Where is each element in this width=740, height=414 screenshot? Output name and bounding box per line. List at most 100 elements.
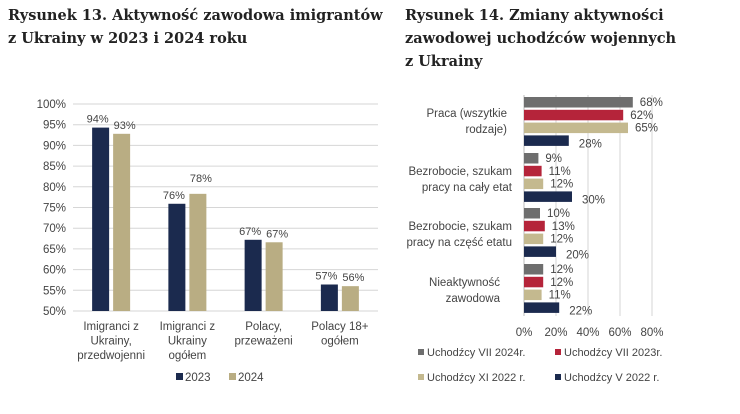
bar-2023	[244, 239, 262, 311]
data-label: 67%	[239, 226, 261, 238]
y-tick-label: rodzaje)	[465, 124, 507, 136]
bar-Uchodźcy XI 2022 r.	[524, 233, 544, 245]
data-label: 20%	[566, 249, 589, 261]
title-line: z Ukrainy w 2023 i 2024 roku	[8, 30, 248, 47]
data-label: 9%	[545, 153, 562, 165]
data-label: 67%	[266, 228, 288, 240]
data-label: 30%	[582, 194, 605, 206]
bar-Uchodźcy XI 2022 r.	[524, 178, 544, 190]
legend-swatch	[555, 349, 561, 355]
y-tick-label: Bezrobocie, szukam	[408, 166, 512, 178]
legend-swatch	[418, 374, 424, 380]
legend-label: 2023	[185, 372, 211, 384]
y-tick-label: 65%	[43, 244, 66, 256]
data-label: 22%	[569, 305, 592, 317]
legend-label: Uchodźcy XI 2022 r.	[427, 372, 525, 384]
bar-Uchodźcy VII 2024r.	[524, 97, 633, 108]
y-tick-label: 60%	[43, 265, 66, 277]
legend-swatch	[229, 373, 236, 380]
data-label: 11%	[549, 290, 571, 302]
data-label: 11%	[549, 166, 571, 178]
legend-label: Uchodźcy VII 2024r.	[427, 347, 525, 359]
data-label: 56%	[342, 272, 364, 284]
bar-2024	[113, 133, 131, 311]
bar-Uchodźcy VII 2024r.	[524, 153, 539, 164]
data-label: 94%	[87, 114, 109, 126]
bar-2024	[189, 193, 207, 311]
y-tick-label: pracy na część etatu	[407, 237, 512, 249]
legend-swatch	[176, 373, 183, 380]
y-tick-label: 100%	[37, 99, 66, 111]
title-line: Rysunek 14. Zmiany aktywności	[405, 7, 664, 24]
y-tick-label: 80%	[43, 182, 66, 194]
bar-Uchodźcy VII 2023r.	[524, 109, 624, 121]
x-tick-label: Ukrainy,	[90, 336, 131, 348]
y-tick-label: 95%	[43, 120, 66, 132]
bar-2024	[265, 242, 283, 311]
title-line: Rysunek 13. Aktywność zawodowa imigrantó…	[8, 7, 383, 24]
chart14-title: Rysunek 14. Zmiany aktywności zawodowej …	[405, 4, 676, 73]
y-tick-label: 75%	[43, 203, 66, 215]
x-tick-label: ogółem	[321, 336, 359, 348]
data-label: 93%	[114, 120, 136, 132]
legend-swatch	[555, 374, 561, 380]
x-tick-label: Polacy,	[245, 321, 282, 333]
y-tick-label: Bezrobocie, szukam	[408, 221, 512, 233]
bar-2023	[92, 127, 110, 312]
x-tick-label: przedwojenni	[77, 350, 145, 362]
bar-Uchodźcy VII 2023r.	[524, 220, 545, 232]
y-tick-label: 70%	[43, 223, 66, 235]
title-line: z Ukrainy	[405, 53, 483, 70]
y-tick-label: 90%	[43, 140, 66, 152]
x-tick-label: Imigranci z	[83, 321, 139, 333]
chart13-title: Rysunek 13. Aktywność zawodowa imigrantó…	[8, 4, 383, 50]
legend-label: 2024	[238, 372, 264, 384]
data-label: 10%	[547, 208, 570, 220]
x-tick-label: 20%	[544, 327, 567, 339]
data-label: 13%	[552, 221, 575, 233]
legend-swatch	[418, 349, 424, 355]
title-line: zawodowej uchodźców wojennych	[405, 30, 677, 47]
data-label: 12%	[550, 234, 573, 246]
x-tick-label: 60%	[608, 327, 631, 339]
bar-Uchodźcy V 2022 r.	[524, 191, 572, 202]
bar-Uchodźcy VII 2024r.	[524, 208, 540, 219]
x-tick-label: Polacy 18+	[311, 321, 369, 333]
x-tick-label: ogółem	[169, 350, 207, 362]
x-tick-label: Imigranci z	[160, 321, 216, 333]
bar-2023	[320, 284, 338, 311]
data-label: 12%	[550, 179, 573, 191]
x-tick-label: 40%	[576, 327, 599, 339]
bar-Uchodźcy VII 2023r.	[524, 276, 544, 288]
data-label: 65%	[635, 123, 658, 135]
y-tick-label: 85%	[43, 161, 66, 173]
bar-Uchodźcy V 2022 r.	[524, 135, 569, 146]
y-tick-label: Nieaktywność	[429, 277, 500, 289]
y-tick-label: Praca (wszytkie	[426, 108, 507, 120]
data-label: 62%	[630, 110, 653, 122]
legend-label: Uchodźcy VII 2023r.	[564, 347, 662, 359]
x-tick-label: przeważeni	[235, 336, 293, 348]
x-tick-label: Ukrainy	[168, 336, 207, 348]
legend-label: Uchodźcy V 2022 r.	[564, 372, 659, 384]
y-tick-label: zawodowa	[446, 293, 501, 305]
data-label: 68%	[640, 97, 663, 109]
bar-2023	[168, 203, 186, 311]
data-label: 76%	[163, 190, 185, 202]
bar-Uchodźcy XI 2022 r.	[524, 289, 542, 301]
data-label: 12%	[550, 264, 573, 276]
x-tick-label: 80%	[640, 327, 663, 339]
data-label: 78%	[190, 173, 212, 185]
y-tick-label: 50%	[43, 306, 66, 318]
data-label: 28%	[579, 138, 602, 150]
bar-Uchodźcy V 2022 r.	[524, 246, 556, 257]
bar-Uchodźcy V 2022 r.	[524, 302, 560, 313]
bar-2024	[341, 286, 359, 311]
bar-Uchodźcy VII 2023r.	[524, 165, 542, 177]
data-label: 57%	[315, 271, 337, 283]
bar-Uchodźcy XI 2022 r.	[524, 122, 628, 134]
y-tick-label: 55%	[43, 285, 66, 297]
y-tick-label: pracy na cały etat	[422, 182, 513, 194]
x-tick-label: 0%	[516, 327, 533, 339]
